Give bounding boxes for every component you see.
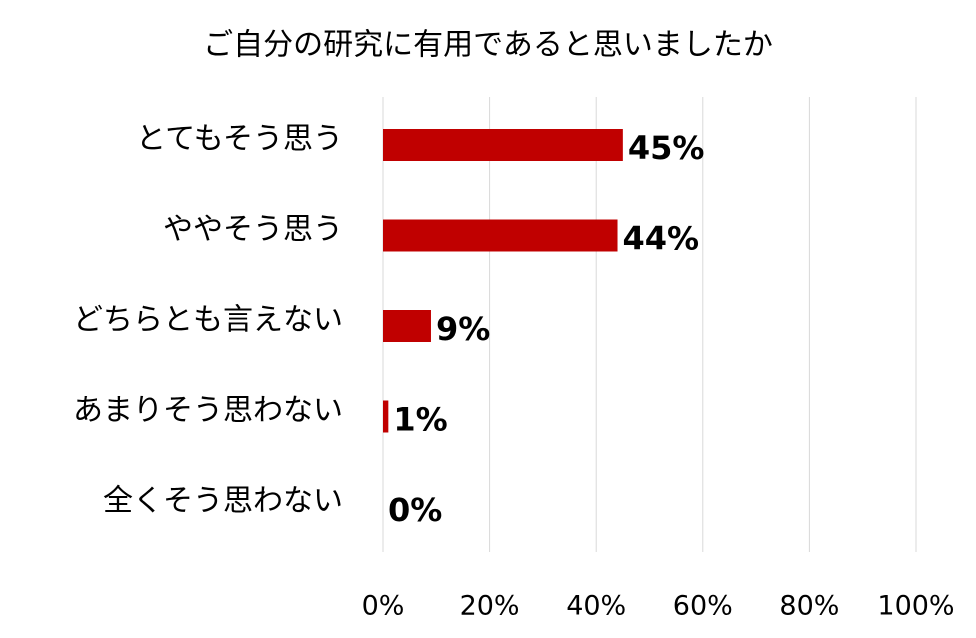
y-tick-label: 全くそう思わない xyxy=(103,484,343,519)
bar xyxy=(383,129,623,161)
y-tick-label: とてもそう思う xyxy=(136,122,343,157)
y-tick-label: ややそう思う xyxy=(163,212,343,247)
x-tick-label: 60% xyxy=(673,591,733,622)
value-label: 9% xyxy=(436,310,490,348)
x-tick-label: 100% xyxy=(877,591,954,622)
value-label: 45% xyxy=(628,129,705,167)
bar xyxy=(383,400,389,433)
bar xyxy=(383,310,431,342)
x-tick-label: 80% xyxy=(779,591,839,622)
y-tick-label: あまりそう思わない xyxy=(73,393,343,428)
value-label: 44% xyxy=(623,220,700,258)
x-tick-label: 40% xyxy=(566,591,626,622)
x-tick-label: 20% xyxy=(460,591,520,622)
value-label: 1% xyxy=(393,401,447,439)
chart-title: ご自分の研究に有用であると思いましたか xyxy=(203,28,773,63)
x-tick-label: 0% xyxy=(362,591,405,622)
y-tick-label: どちらとも言えない xyxy=(73,303,343,338)
bar xyxy=(383,219,618,252)
value-label: 0% xyxy=(388,491,442,529)
